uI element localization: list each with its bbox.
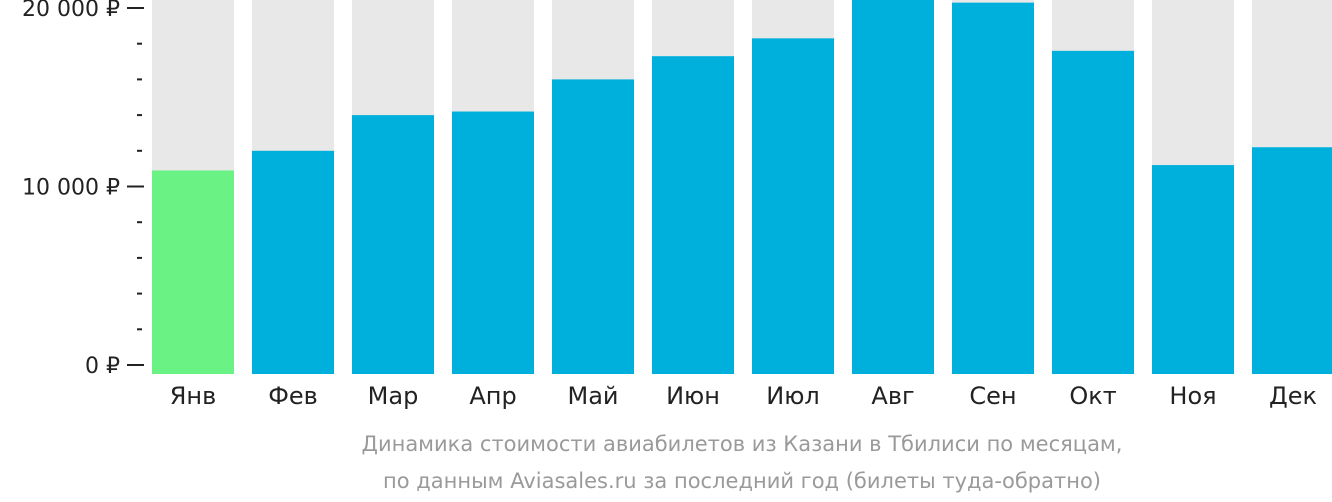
y-tick-label: 10 000 ₽ xyxy=(22,176,120,201)
x-tick-label: Июн xyxy=(666,382,720,410)
bar-2[interactable] xyxy=(252,150,334,374)
bar-4[interactable] xyxy=(452,111,534,374)
bar-5[interactable] xyxy=(552,79,634,375)
x-tick-label: Фев xyxy=(268,382,318,410)
x-axis: Янв Фев Мар Апр Май Июн Июл Авг Сен Окт Ноя Дек xyxy=(170,382,1317,410)
bar-6[interactable] xyxy=(652,56,734,374)
x-tick-label: Май xyxy=(567,382,618,410)
bar-9[interactable] xyxy=(952,2,1034,375)
bar-11[interactable] xyxy=(1152,165,1234,374)
bar-7[interactable] xyxy=(752,38,834,374)
bars xyxy=(152,0,1332,375)
x-tick-label: Сен xyxy=(969,382,1016,410)
bar-10[interactable] xyxy=(1052,50,1134,375)
chart-title: Динамика стоимости авиабилетов из Казани… xyxy=(362,432,1123,456)
y-tick-label: 0 ₽ xyxy=(85,354,120,379)
y-axis: 0 ₽ 10 000 ₽ 20 000 ₽ xyxy=(22,0,144,379)
x-tick-label: Июл xyxy=(766,382,820,410)
bar-8[interactable] xyxy=(852,0,934,374)
y-tick-label: 20 000 ₽ xyxy=(22,0,120,22)
x-tick-label: Авг xyxy=(871,382,914,410)
x-tick-label: Ноя xyxy=(1169,382,1216,410)
x-tick-label: Апр xyxy=(469,382,516,410)
bar-3[interactable] xyxy=(352,115,434,374)
x-tick-label: Окт xyxy=(1069,382,1116,410)
x-tick-label: Дек xyxy=(1269,382,1317,410)
x-tick-label: Янв xyxy=(170,382,217,410)
bar-12[interactable] xyxy=(1252,147,1332,374)
x-tick-label: Мар xyxy=(368,382,419,410)
chart-subtitle: по данным Aviasales.ru за последний год … xyxy=(383,469,1101,493)
bar-1[interactable] xyxy=(152,170,234,374)
